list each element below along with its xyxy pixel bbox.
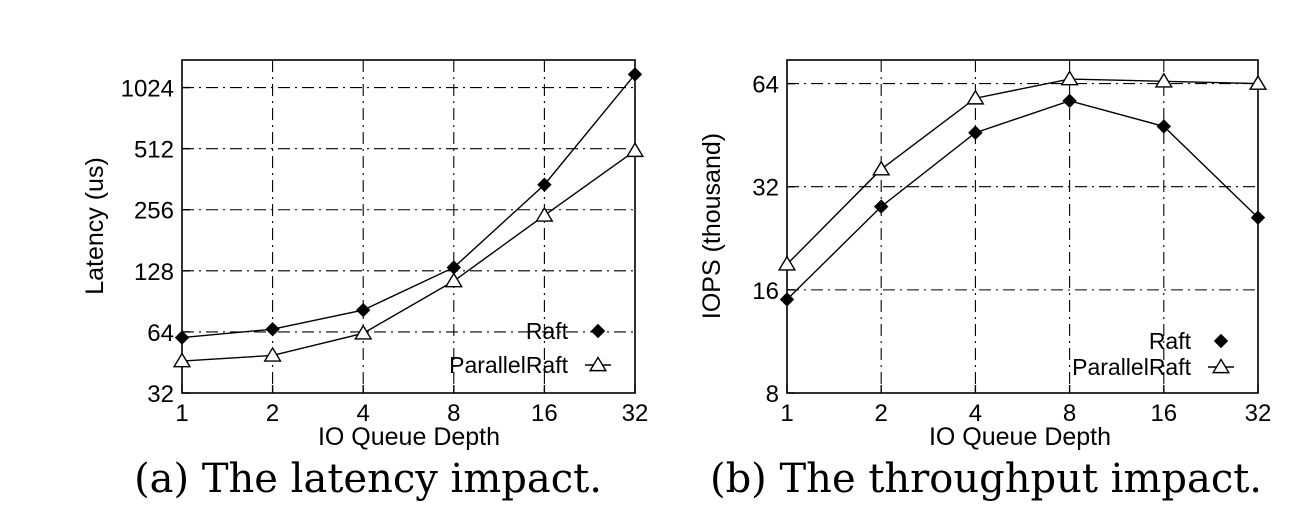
parallelraft-point — [354, 324, 373, 340]
parallelraft-line — [181, 150, 636, 362]
legend: Raft ParallelRaft — [449, 318, 611, 378]
x-tick-label: 4 — [969, 400, 982, 427]
y-tick-label: 64 — [147, 320, 174, 347]
parallelraft-point — [966, 89, 985, 105]
y-tick-label: 512 — [134, 137, 174, 164]
x-tick-label: 1 — [175, 400, 188, 427]
chart-1: 1 2 4 8 16 32 32 64 128 256 512 1024 Latency (us) IO … — [81, 59, 649, 502]
raft-point — [537, 177, 552, 192]
parallelraft-point — [1154, 72, 1173, 88]
series-parallelraft — [172, 141, 645, 368]
chart-caption: (b) The throughput impact. — [710, 456, 1262, 502]
chart-caption: (a) The latency impact. — [134, 456, 602, 502]
x-tick-label: 16 — [1150, 400, 1177, 427]
series-raft — [779, 93, 1266, 307]
y-axis-label: Latency (us) — [81, 157, 109, 295]
legend-marker-triangle — [588, 356, 608, 372]
y-tick-label: 16 — [752, 278, 779, 305]
raft-point — [355, 302, 371, 318]
parallelraft-point — [444, 272, 463, 288]
legend-marker-diamond — [590, 323, 606, 339]
y-axis-label: IOPS (thousand) — [698, 133, 726, 319]
parallelraft-point — [872, 160, 891, 176]
raft-point — [627, 67, 643, 82]
raft-line — [181, 73, 636, 339]
x-tick-label: 32 — [622, 400, 649, 427]
raft-point — [779, 292, 795, 307]
raft-point — [1062, 93, 1077, 109]
x-tick-label: 32 — [1245, 400, 1272, 427]
series-raft — [174, 67, 643, 345]
raft-line — [786, 100, 1259, 300]
plot-frame — [181, 59, 636, 394]
chart-2: 1 2 4 8 16 32 8 16 32 64 IOPS (thousand) IO Queue D… — [698, 59, 1272, 502]
x-tick-label: 2 — [266, 400, 279, 427]
raft-point — [1156, 119, 1172, 134]
parallelraft-point — [1248, 74, 1268, 90]
y-tick-label: 64 — [752, 72, 779, 99]
raft-point — [968, 125, 983, 140]
parallelraft-point — [263, 346, 282, 362]
x-tick-label: 1 — [780, 400, 793, 427]
parallelraft-point — [172, 352, 192, 368]
y-tick-label: 32 — [147, 381, 174, 408]
series-parallelraft — [777, 70, 1268, 271]
parallelraft-point — [535, 206, 554, 222]
raft-point — [873, 199, 889, 214]
parallelraft-point — [625, 141, 645, 158]
legend-label: Raft — [526, 318, 569, 344]
y-tick-label: 1024 — [121, 76, 174, 103]
x-tick-label: 16 — [531, 400, 558, 427]
x-axis-label: IO Queue Depth — [318, 423, 500, 451]
x-tick-label: 8 — [447, 400, 460, 427]
legend-marker-triangle — [1211, 358, 1231, 374]
x-tick-label: 8 — [1063, 400, 1076, 427]
x-tick-label: 2 — [875, 400, 888, 427]
plot-frame — [786, 59, 1259, 394]
raft-point — [1250, 210, 1266, 225]
y-tick-label: 256 — [134, 198, 174, 225]
legend-marker-diamond — [1213, 333, 1229, 349]
parallelraft-point — [777, 255, 797, 271]
legend-label: ParallelRaft — [1072, 354, 1191, 380]
y-tick-label: 8 — [766, 381, 779, 408]
raft-point — [265, 321, 280, 337]
raft-point — [174, 330, 190, 345]
y-tick-label: 128 — [134, 259, 174, 286]
x-axis-label: IO Queue Depth — [929, 423, 1111, 451]
legend-label: ParallelRaft — [449, 352, 568, 378]
x-tick-label: 4 — [357, 400, 370, 427]
parallelraft-point — [1060, 70, 1079, 86]
y-tick-label: 32 — [752, 175, 779, 202]
parallelraft-line — [786, 78, 1259, 265]
legend-label: Raft — [1149, 328, 1192, 354]
